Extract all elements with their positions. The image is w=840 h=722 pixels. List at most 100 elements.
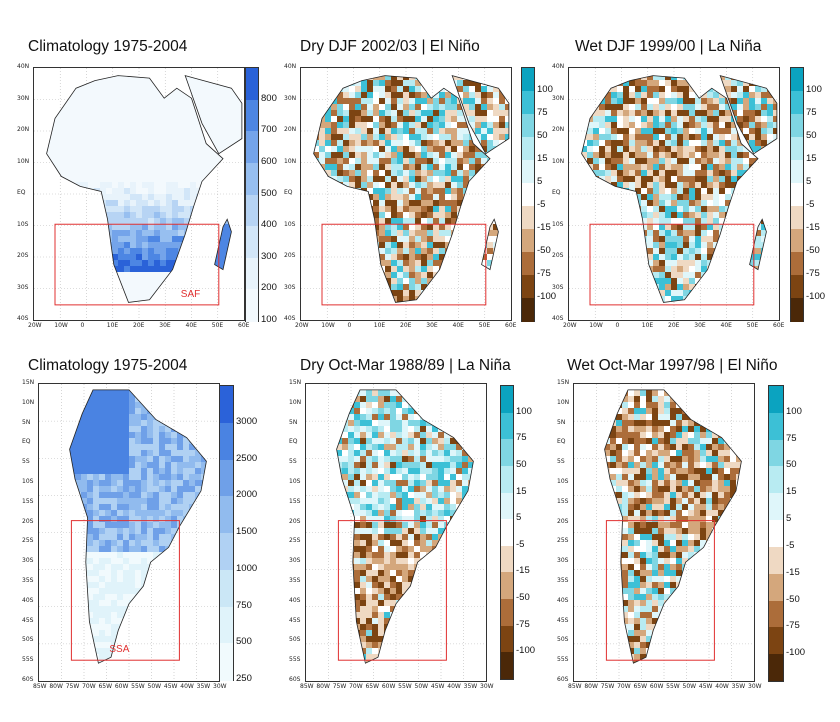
lat-tick-label: 20N: [284, 126, 297, 133]
colorbar-segment: [769, 573, 783, 602]
lat-tick-label: 10S: [17, 220, 29, 228]
colorbar-label: -15: [806, 222, 820, 233]
lon-tick-label: 65W: [633, 683, 648, 690]
colorbar-label: 15: [516, 485, 527, 497]
lat-tick-label: 30S: [289, 557, 301, 565]
colorbar-label: -50: [516, 592, 530, 604]
colorbar-label: 50: [537, 130, 548, 141]
lon-tick-label: 60E: [505, 322, 517, 329]
colorbar-label: 5: [516, 512, 522, 524]
colorbar-label: -100: [537, 291, 557, 302]
lat-tick-label: 10N: [557, 398, 570, 406]
lat-tick-label: 50S: [557, 636, 569, 644]
lat-tick-label: EQ: [17, 189, 26, 196]
lat-tick-label: 20S: [289, 517, 301, 525]
panel-title: Climatology 1975-2004: [28, 357, 188, 374]
lat-tick-label: 30S: [552, 283, 564, 291]
lon-tick-label: 20W: [28, 322, 42, 329]
lon-tick-label: 75W: [600, 683, 615, 690]
colorbar-segment: [791, 91, 803, 115]
lat-tick-label: EQ: [289, 438, 298, 446]
colorbar: [790, 67, 804, 322]
panel-title: Dry DJF 2002/03 | El Niño: [300, 38, 480, 55]
lon-tick-label: 70W: [617, 683, 631, 690]
colorbar-segment: [220, 459, 233, 497]
colorbar-segment: [501, 439, 513, 467]
lat-tick-label: 40S: [22, 596, 34, 604]
colorbar-segment: [220, 643, 233, 681]
region-label: SAF: [180, 288, 201, 300]
lat-tick-label: 15S: [557, 497, 569, 505]
colorbar-label: 5: [786, 513, 792, 525]
colorbar-label: -75: [516, 618, 530, 630]
colorbar-segment: [791, 229, 803, 253]
colorbar-label: -50: [786, 593, 800, 605]
lon-tick-label: 85W: [300, 683, 314, 690]
lat-tick-label: 10N: [552, 157, 565, 165]
colorbar-label: 500: [236, 636, 252, 648]
lon-tick-label: 0: [80, 322, 85, 329]
colorbar-label: -5: [516, 538, 525, 550]
lat-tick-label: 15N: [289, 379, 302, 386]
coastline: [214, 218, 232, 271]
lat-tick-label: 30S: [17, 283, 29, 291]
lon-tick-label: 20W: [295, 322, 309, 329]
lon-tick-label: 40W: [180, 683, 194, 690]
coastline: [313, 75, 491, 303]
colorbar-segment: [791, 137, 803, 161]
colorbar-segment: [501, 545, 513, 573]
map: SAF: [33, 67, 245, 321]
lon-tick-label: 60W: [381, 683, 396, 690]
coastline: [451, 75, 510, 155]
colorbar-label: 800: [261, 92, 277, 104]
lon-tick-label: 40E: [452, 322, 464, 329]
colorbar-label: 75: [786, 432, 797, 444]
lat-tick-label: 5N: [22, 418, 31, 426]
lat-tick-label: 40S: [552, 315, 564, 322]
colorbar-label: 15: [786, 486, 797, 498]
lon-tick-label: 50E: [478, 322, 491, 329]
colorbar-segment: [769, 386, 783, 414]
lat-tick-label: 10N: [22, 398, 35, 406]
lat-tick-label: 35S: [289, 577, 301, 584]
lon-tick-label: 85W: [568, 683, 582, 690]
lon-tick-label: 30W: [213, 683, 227, 690]
region-box: [605, 520, 715, 661]
colorbar-label: -100: [516, 645, 536, 657]
colorbar-segment: [791, 114, 803, 138]
colorbar-segment: [791, 275, 803, 299]
colorbar-segment: [522, 160, 534, 184]
lat-tick-label: 15S: [289, 497, 301, 505]
colorbar-segment: [220, 496, 233, 534]
lat-tick-label: 35S: [557, 577, 569, 584]
lon-tick-label: 10E: [373, 322, 386, 329]
lon-tick-label: 0: [347, 322, 352, 329]
colorbar-label: 50: [786, 459, 797, 471]
lat-tick-label: 10N: [289, 398, 302, 406]
lon-tick-label: 40W: [715, 683, 729, 690]
colorbar-label: 5: [806, 176, 812, 187]
lon-tick-label: 30E: [426, 322, 438, 329]
lat-tick-label: 30N: [284, 94, 297, 102]
colorbar-label: 100: [786, 405, 802, 417]
lon-tick-label: 40E: [185, 322, 197, 329]
colorbar-label: 75: [516, 432, 527, 444]
lon-tick-label: 50E: [746, 322, 759, 329]
colorbar: [768, 385, 784, 682]
lat-tick-label: 40N: [284, 63, 297, 70]
colorbar-segment: [791, 252, 803, 276]
lat-tick-label: 10N: [17, 157, 30, 165]
lon-tick-label: 60E: [773, 322, 785, 329]
colorbar: [500, 385, 514, 680]
lon-tick-label: 75W: [332, 683, 347, 690]
coastline: [46, 75, 224, 303]
colorbar-segment: [769, 600, 783, 628]
colorbar-segment: [791, 183, 803, 207]
lat-tick-label: 10N: [284, 157, 297, 165]
lon-tick-label: 30E: [159, 322, 171, 329]
coastline: [481, 218, 499, 271]
panel-title: Wet DJF 1999/00 | La Niña: [575, 38, 762, 55]
lon-tick-label: 30W: [748, 683, 762, 690]
lat-tick-label: 40N: [552, 63, 565, 70]
lat-tick-label: 55S: [22, 656, 34, 664]
